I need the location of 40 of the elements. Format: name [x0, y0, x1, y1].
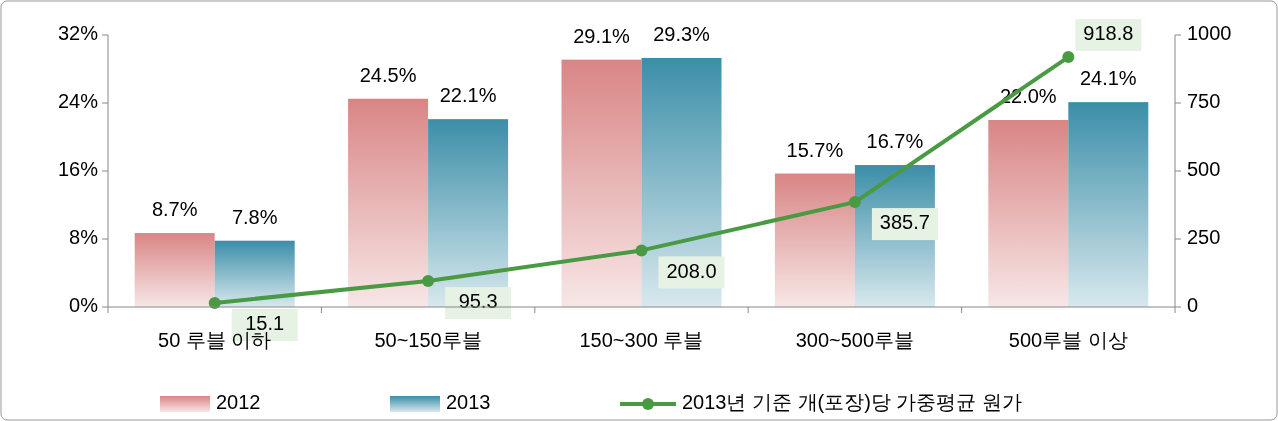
data-label: 95.3 — [458, 290, 498, 313]
data-label: 24.1% — [1079, 67, 1137, 90]
data-label: 918.8 — [1083, 22, 1134, 45]
legend-label: 2013 — [446, 391, 491, 414]
point — [422, 275, 435, 288]
legend-label: 2012 — [216, 391, 261, 414]
y-tick-label: 16% — [57, 158, 99, 181]
y-tick-label: 24% — [57, 90, 99, 113]
legend-label: 2013년 기준 개(포장)당 가중평균 원가 — [682, 391, 1023, 414]
y-tick-label: 32% — [57, 22, 99, 45]
point — [1062, 51, 1075, 64]
x-tick-label: 50~150루블 — [374, 329, 482, 352]
data-label: 385.7 — [879, 211, 930, 234]
data-label: 22.1% — [439, 84, 497, 107]
bar — [348, 98, 429, 307]
y2-tick-label: 750 — [1187, 90, 1221, 113]
bar — [1068, 102, 1149, 307]
x-tick-label: 300~500루블 — [795, 329, 915, 352]
data-label: 15.7% — [786, 138, 844, 161]
data-label: 16.7% — [866, 130, 924, 153]
x-tick-label: 500루블 이상 — [1008, 329, 1128, 352]
data-label: 7.8% — [231, 205, 278, 228]
x-tick-label: 150~300 루블 — [579, 329, 704, 352]
y2-tick-label: 250 — [1187, 226, 1221, 249]
point — [635, 244, 648, 257]
bar — [988, 120, 1069, 307]
y2-tick-label: 1000 — [1187, 22, 1232, 45]
data-label: 29.3% — [653, 23, 711, 46]
y2-tick-label: 500 — [1187, 158, 1221, 181]
data-label: 24.5% — [359, 64, 417, 87]
y-tick-label: 8% — [69, 226, 99, 249]
bar — [134, 233, 215, 307]
y-tick-label: 0% — [69, 294, 99, 317]
data-label: 8.7% — [151, 198, 198, 221]
data-label: 208.0 — [666, 259, 717, 282]
bar — [774, 173, 855, 307]
y2-tick-label: 0 — [1187, 294, 1199, 317]
bar — [561, 59, 642, 307]
point — [848, 196, 861, 209]
data-label: 29.1% — [573, 24, 631, 47]
